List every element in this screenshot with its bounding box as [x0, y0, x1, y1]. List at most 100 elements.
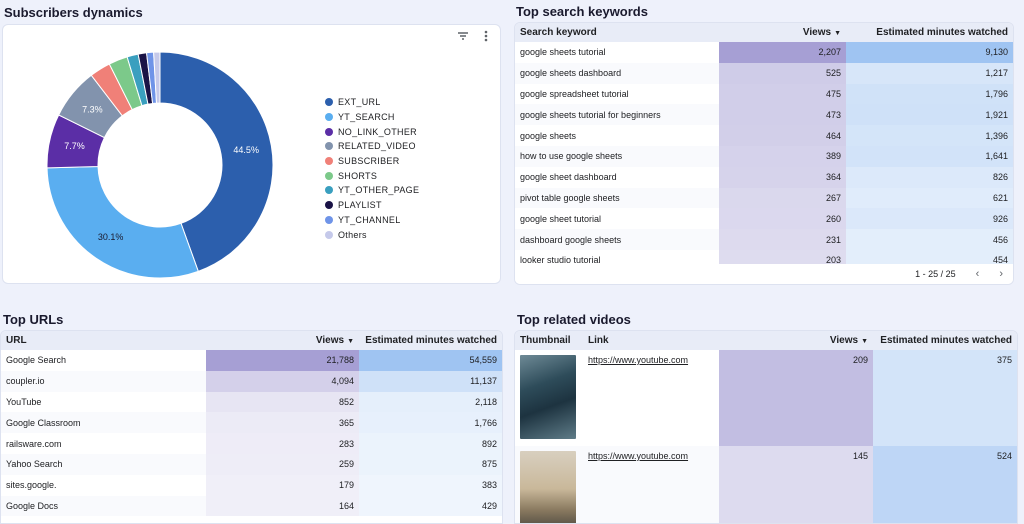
keyword-row[interactable]: how to use google sheets 389 1,641: [515, 145, 1013, 167]
subscribers-card: 44.5% 30.1% 7.7% 7.3% EXT_URL YT_SEARCH NO_LI…: [2, 24, 501, 284]
url-row[interactable]: sites.google. 179 383: [1, 474, 502, 496]
subscribers-title: Subscribers dynamics: [4, 5, 143, 20]
url-row[interactable]: YouTube 852 2,118: [1, 391, 502, 413]
chevron-left-icon[interactable]: ‹: [975, 268, 980, 280]
donut-slice-ext-url[interactable]: [159, 51, 274, 272]
legend-item[interactable]: YT_OTHER_PAGE: [325, 183, 419, 198]
url-cell: Google Docs: [1, 495, 206, 517]
related-views-header[interactable]: Views ▼: [719, 331, 873, 350]
keyword-row[interactable]: google sheets tutorial 2,207 9,130: [515, 42, 1013, 63]
url-header[interactable]: URL: [1, 331, 206, 350]
url-row[interactable]: Google Classroom 365 1,766: [1, 412, 502, 434]
minutes-cell: 456: [846, 229, 1013, 250]
url-cell: Google Search: [6, 355, 67, 366]
legend-swatch: [325, 171, 333, 180]
minutes-cell: 1,921: [846, 104, 1013, 126]
url-row[interactable]: railsware.com 283 892: [1, 433, 502, 454]
legend-item[interactable]: YT_CHANNEL: [325, 213, 419, 228]
sort-desc-icon[interactable]: ▼: [347, 338, 354, 345]
video-link[interactable]: https://www.youtube.com: [588, 451, 689, 461]
url-row[interactable]: coupler.io 4,094 11,137: [1, 370, 502, 392]
keyword-row[interactable]: google sheet tutorial 260 926: [515, 208, 1013, 230]
views-cell: 283: [206, 433, 359, 454]
views-cell: 365: [206, 412, 359, 434]
filter-icon[interactable]: [456, 29, 470, 43]
url-minutes-header[interactable]: Estimated minutes watched: [359, 331, 502, 350]
minutes-cell: 2,118: [359, 391, 502, 413]
keyword-cell: how to use google sheets: [515, 145, 719, 167]
minutes-cell: 429: [359, 495, 502, 517]
keyword-row[interactable]: google sheet dashboard 364 826: [515, 166, 1013, 188]
url-cell: coupler.io: [1, 370, 206, 392]
related-video-row[interactable]: https://www.youtube.com 145 524: [515, 446, 1017, 523]
video-link[interactable]: https://www.youtube.com: [588, 355, 689, 365]
legend-item[interactable]: RELATED_VIDEO: [325, 139, 419, 154]
link-header[interactable]: Link: [583, 331, 719, 350]
legend-item[interactable]: SUBSCRIBER: [325, 154, 419, 169]
minutes-cell: 875: [359, 453, 502, 475]
donut-slice-others[interactable]: [153, 51, 161, 104]
related-minutes-header[interactable]: Estimated minutes watched: [873, 331, 1017, 350]
url-row[interactable]: Google Search 21,788 54,559: [1, 350, 502, 371]
chevron-right-icon[interactable]: ›: [999, 268, 1003, 280]
minutes-cell: 11,137: [359, 370, 502, 392]
keyword-cell: google sheets dashboard: [515, 62, 719, 84]
related-video-row[interactable]: https://www.youtube.com 209 375: [515, 350, 1017, 446]
minutes-header[interactable]: Estimated minutes watched: [846, 23, 1013, 42]
minutes-cell: 892: [359, 433, 502, 454]
thumbnail-cell: [515, 446, 583, 523]
legend-item[interactable]: YT_SEARCH: [325, 110, 419, 125]
sort-desc-icon[interactable]: ▼: [834, 30, 841, 37]
related-title: Top related videos: [517, 312, 631, 327]
legend-label: YT_SEARCH: [338, 112, 395, 123]
cliff-sunset-thumbnail[interactable]: [520, 451, 576, 523]
legend-item[interactable]: SHORTS: [325, 168, 419, 183]
url-cell: railsware.com: [6, 438, 62, 449]
url-row[interactable]: Yahoo Search 259 875: [1, 453, 502, 475]
keyword-row[interactable]: pivot table google sheets 267 621: [515, 187, 1013, 209]
legend-item[interactable]: EXT_URL: [325, 95, 419, 110]
thumbnail-header[interactable]: Thumbnail: [515, 331, 583, 350]
legend-swatch: [325, 127, 333, 136]
legend-item[interactable]: NO_LINK_OTHER: [325, 124, 419, 139]
donut-slice-yt-search[interactable]: [46, 166, 199, 279]
url-row[interactable]: Google Docs 164 429: [1, 495, 502, 517]
minutes-cell: 926: [846, 208, 1013, 230]
legend-swatch: [325, 230, 333, 239]
slice-label: 44.5%: [233, 145, 259, 155]
legend-label: Others: [338, 229, 367, 240]
keyword-row[interactable]: dashboard google sheets 231 456: [515, 229, 1013, 250]
legend-label: NO_LINK_OTHER: [338, 126, 417, 137]
views-cell: 475: [719, 83, 846, 105]
legend-label: EXT_URL: [338, 97, 381, 108]
url-views-header[interactable]: Views ▼: [206, 331, 359, 350]
keyword-row[interactable]: google spreadsheet tutorial 475 1,796: [515, 83, 1013, 105]
ocean-wave-thumbnail[interactable]: [520, 355, 576, 439]
urls-table: URL Views ▼ Estimated minutes watched Goo…: [1, 331, 502, 517]
minutes-cell: 1,641: [846, 145, 1013, 167]
link-cell: https://www.youtube.com: [583, 446, 719, 523]
legend-label: PLAYLIST: [338, 200, 382, 211]
views-cell: 2,207: [719, 42, 846, 63]
more-vert-icon[interactable]: [481, 29, 491, 43]
keyword-cell: pivot table google sheets: [515, 187, 719, 209]
minutes-cell: 375: [873, 350, 1017, 446]
chart-legend: EXT_URL YT_SEARCH NO_LINK_OTHER RELATED_VID…: [325, 95, 419, 242]
keyword-row[interactable]: google sheets 464 1,396: [515, 125, 1013, 146]
legend-item[interactable]: PLAYLIST: [325, 198, 419, 213]
slice-label: 7.7%: [64, 141, 85, 151]
legend-item[interactable]: Others: [325, 227, 419, 242]
keyword-header[interactable]: Search keyword: [515, 23, 719, 42]
keyword-cell: dashboard google sheets: [515, 229, 719, 250]
slice-label: 7.3%: [82, 104, 103, 114]
legend-label: SHORTS: [338, 170, 378, 181]
url-cell: Google Classroom: [1, 412, 206, 434]
pagination-range: 1 - 25 / 25: [915, 269, 956, 279]
keyword-row[interactable]: google sheets tutorial for beginners 473 1…: [515, 104, 1013, 126]
urls-title: Top URLs: [3, 312, 64, 327]
views-header[interactable]: Views ▼: [719, 23, 846, 42]
slice-label: 30.1%: [98, 232, 124, 242]
sort-desc-icon[interactable]: ▼: [861, 338, 868, 345]
legend-swatch: [325, 186, 333, 195]
keyword-row[interactable]: google sheets dashboard 525 1,217: [515, 62, 1013, 84]
